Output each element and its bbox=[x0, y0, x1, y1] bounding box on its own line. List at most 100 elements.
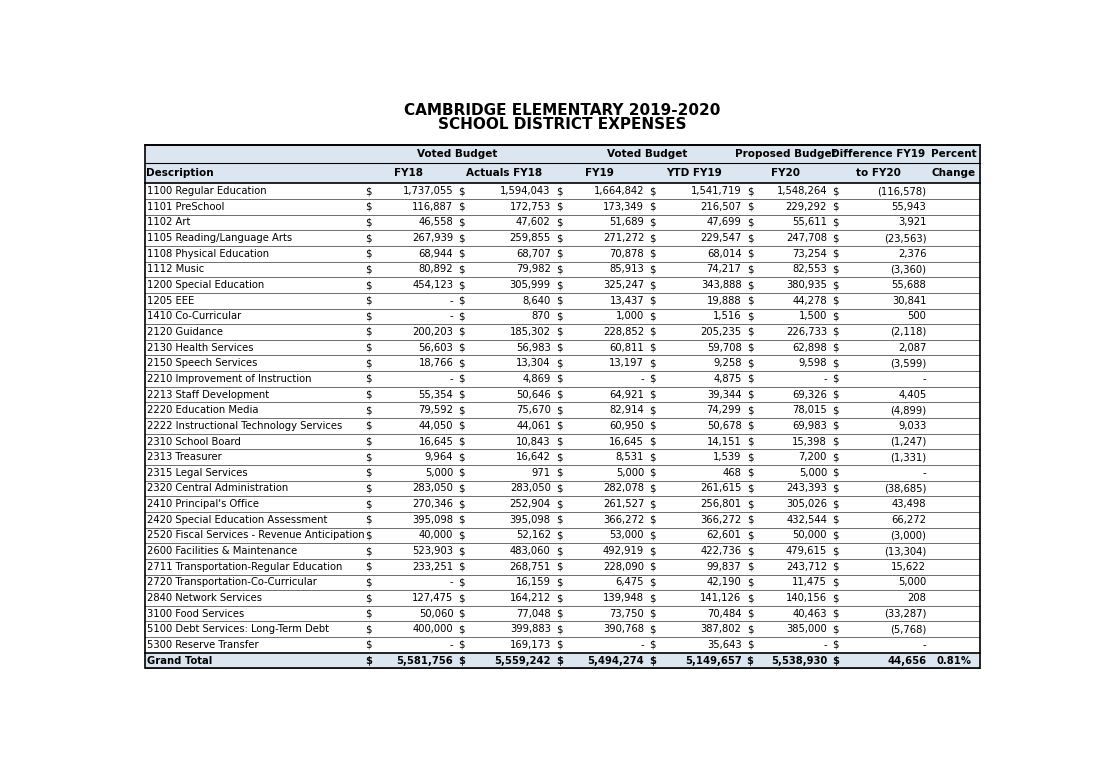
Text: $: $ bbox=[365, 624, 372, 634]
Text: $: $ bbox=[365, 218, 372, 228]
Text: 2320 Central Administration: 2320 Central Administration bbox=[147, 483, 289, 493]
Text: 282,078: 282,078 bbox=[603, 483, 644, 493]
Text: 2410 Principal's Office: 2410 Principal's Office bbox=[147, 499, 259, 509]
Text: 1,000: 1,000 bbox=[615, 312, 644, 322]
Text: $: $ bbox=[556, 186, 563, 196]
Text: 50,060: 50,060 bbox=[419, 608, 453, 618]
Text: $: $ bbox=[365, 406, 372, 415]
Text: $: $ bbox=[747, 656, 754, 666]
Text: $: $ bbox=[459, 312, 465, 322]
Text: 1,539: 1,539 bbox=[713, 452, 742, 462]
Text: Change: Change bbox=[931, 169, 975, 178]
Text: $: $ bbox=[556, 531, 563, 541]
Text: SCHOOL DISTRICT EXPENSES: SCHOOL DISTRICT EXPENSES bbox=[438, 117, 687, 131]
Text: 9,964: 9,964 bbox=[425, 452, 453, 462]
Text: (3,599): (3,599) bbox=[890, 358, 926, 368]
Text: -: - bbox=[923, 374, 926, 384]
Text: 68,707: 68,707 bbox=[516, 249, 551, 259]
Text: 64,921: 64,921 bbox=[609, 389, 644, 399]
Text: 66,272: 66,272 bbox=[892, 515, 926, 524]
Text: $: $ bbox=[747, 264, 754, 274]
Text: 270,346: 270,346 bbox=[412, 499, 453, 509]
Text: $: $ bbox=[747, 562, 754, 572]
Text: 70,484: 70,484 bbox=[706, 608, 742, 618]
Text: $: $ bbox=[833, 374, 839, 384]
Text: FY18: FY18 bbox=[394, 169, 422, 178]
Text: $: $ bbox=[833, 421, 839, 431]
Text: 2310 School Board: 2310 School Board bbox=[147, 437, 241, 447]
Text: 5,149,657: 5,149,657 bbox=[685, 656, 742, 666]
Text: $: $ bbox=[833, 233, 839, 243]
Text: 43,498: 43,498 bbox=[892, 499, 926, 509]
Text: $: $ bbox=[833, 468, 839, 478]
Text: $: $ bbox=[365, 249, 372, 259]
Text: $: $ bbox=[459, 515, 465, 524]
Text: $: $ bbox=[459, 483, 465, 493]
Bar bbox=[145, 145, 980, 668]
Text: $: $ bbox=[649, 593, 656, 603]
Text: $: $ bbox=[556, 389, 563, 399]
Text: $: $ bbox=[556, 546, 563, 556]
Text: 56,983: 56,983 bbox=[516, 343, 551, 353]
Text: 247,708: 247,708 bbox=[785, 233, 827, 243]
Text: $: $ bbox=[649, 249, 656, 259]
Text: 283,050: 283,050 bbox=[510, 483, 551, 493]
Text: $: $ bbox=[365, 483, 372, 493]
Text: $: $ bbox=[365, 296, 372, 305]
Text: $: $ bbox=[459, 421, 465, 431]
Text: 5300 Reserve Transfer: 5300 Reserve Transfer bbox=[147, 640, 259, 650]
Text: $: $ bbox=[459, 593, 465, 603]
Text: 35,643: 35,643 bbox=[706, 640, 742, 650]
Text: 971: 971 bbox=[532, 468, 551, 478]
Text: $: $ bbox=[747, 468, 754, 478]
Text: $: $ bbox=[556, 374, 563, 384]
Text: 127,475: 127,475 bbox=[412, 593, 453, 603]
Text: $: $ bbox=[833, 186, 839, 196]
Text: 62,898: 62,898 bbox=[792, 343, 827, 353]
Text: 78,015: 78,015 bbox=[792, 406, 827, 415]
Text: FY19: FY19 bbox=[585, 169, 613, 178]
Text: $: $ bbox=[649, 406, 656, 415]
Text: $: $ bbox=[365, 499, 372, 509]
Text: $: $ bbox=[556, 468, 563, 478]
Text: 4,405: 4,405 bbox=[898, 389, 926, 399]
Text: 400,000: 400,000 bbox=[412, 624, 453, 634]
Text: 68,944: 68,944 bbox=[419, 249, 453, 259]
Text: $: $ bbox=[747, 186, 754, 196]
Text: 44,656: 44,656 bbox=[887, 656, 926, 666]
Text: 5,000: 5,000 bbox=[426, 468, 453, 478]
Text: 5,559,242: 5,559,242 bbox=[495, 656, 551, 666]
Text: 2150 Speech Services: 2150 Speech Services bbox=[147, 358, 258, 368]
Text: 1,516: 1,516 bbox=[713, 312, 742, 322]
Text: $: $ bbox=[833, 577, 839, 587]
Text: Percent: Percent bbox=[931, 149, 976, 159]
Text: 228,852: 228,852 bbox=[603, 327, 644, 337]
Text: 173,349: 173,349 bbox=[603, 202, 644, 212]
Text: 39,344: 39,344 bbox=[706, 389, 742, 399]
Text: $: $ bbox=[649, 452, 656, 462]
Text: $: $ bbox=[649, 562, 656, 572]
Text: (38,685): (38,685) bbox=[884, 483, 926, 493]
Text: 229,547: 229,547 bbox=[700, 233, 742, 243]
Text: 1200 Special Education: 1200 Special Education bbox=[147, 280, 264, 290]
Text: $: $ bbox=[556, 406, 563, 415]
Text: $: $ bbox=[649, 327, 656, 337]
Text: $: $ bbox=[649, 202, 656, 212]
Text: 140,156: 140,156 bbox=[785, 593, 827, 603]
Text: 283,050: 283,050 bbox=[412, 483, 453, 493]
Text: 44,278: 44,278 bbox=[792, 296, 827, 305]
Text: 259,855: 259,855 bbox=[509, 233, 551, 243]
Text: -: - bbox=[641, 374, 644, 384]
Text: 343,888: 343,888 bbox=[701, 280, 742, 290]
Text: $: $ bbox=[833, 296, 839, 305]
Text: 454,123: 454,123 bbox=[412, 280, 453, 290]
Text: 9,258: 9,258 bbox=[713, 358, 742, 368]
Text: 2210 Improvement of Instruction: 2210 Improvement of Instruction bbox=[147, 374, 312, 384]
Text: 5,000: 5,000 bbox=[615, 468, 644, 478]
Text: 3100 Food Services: 3100 Food Services bbox=[147, 608, 245, 618]
Text: Description: Description bbox=[146, 169, 214, 178]
Text: $: $ bbox=[556, 249, 563, 259]
Text: $: $ bbox=[833, 452, 839, 462]
Text: -: - bbox=[450, 577, 453, 587]
Text: 399,883: 399,883 bbox=[510, 624, 551, 634]
